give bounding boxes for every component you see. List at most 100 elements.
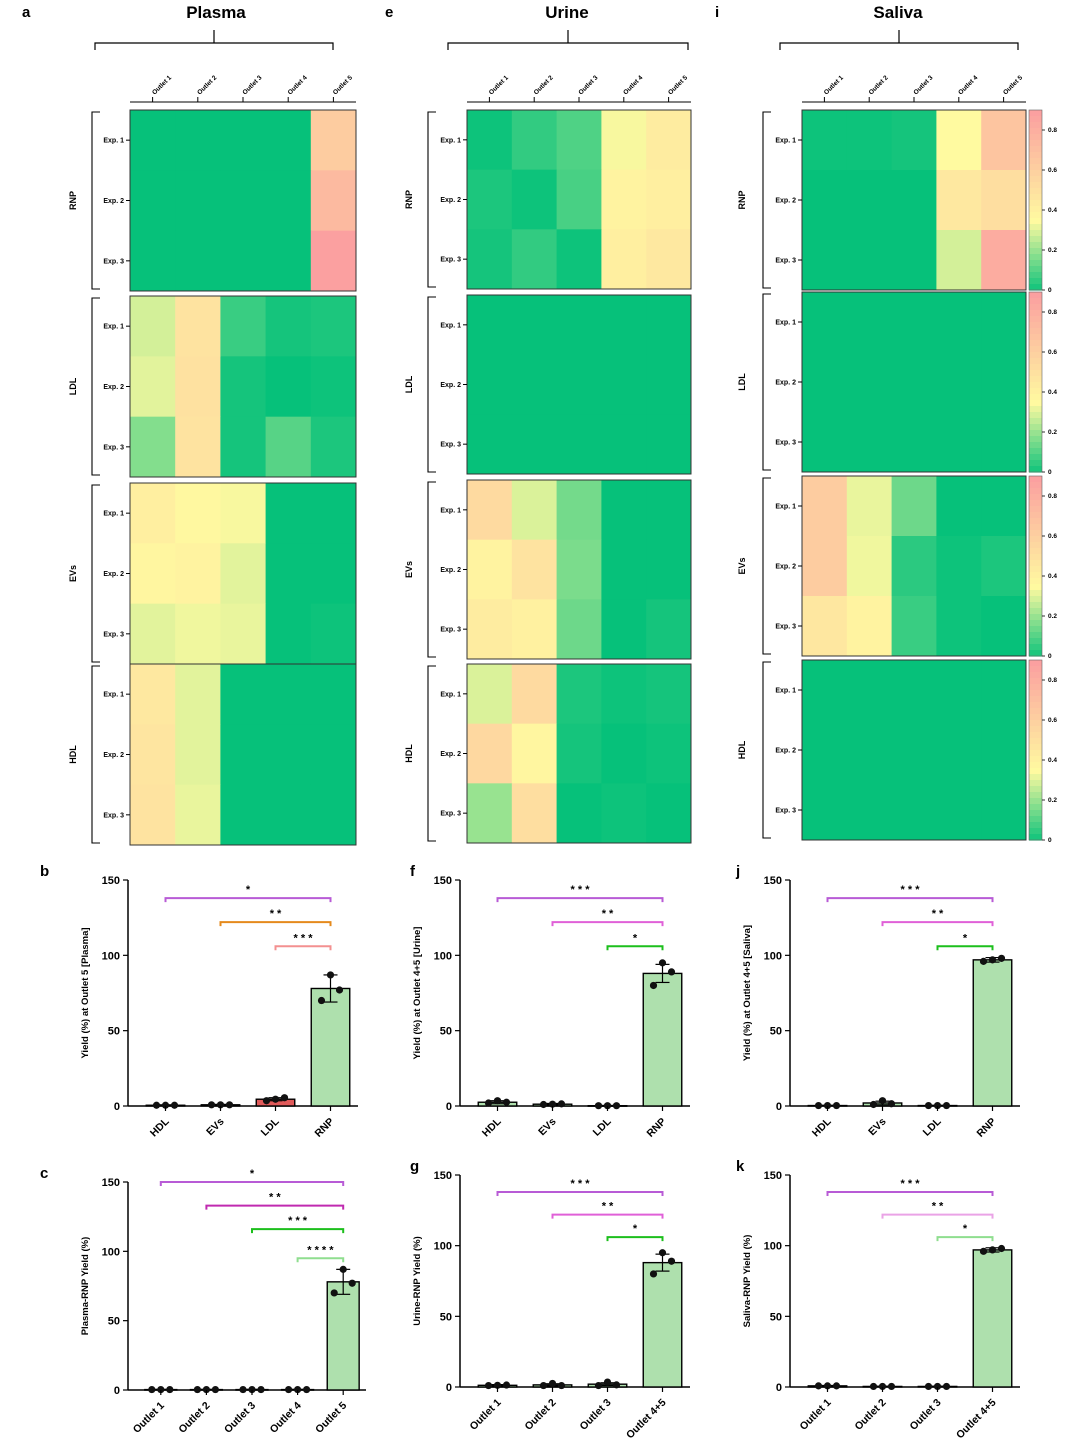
significance-bracket: [936, 945, 994, 951]
title-bracket: [94, 30, 334, 50]
group-bracket: [762, 111, 771, 289]
colorbar-tick-label: 0.4: [1048, 389, 1057, 396]
colorbar-tick-label: 0.8: [1048, 127, 1057, 134]
colorbar-segment: [1029, 626, 1042, 633]
colorbar-segment: [1029, 466, 1042, 473]
colorbar-tick-label: 0.6: [1048, 167, 1057, 174]
heatmap-cell: [802, 660, 848, 721]
colorbar-segment: [1029, 382, 1042, 389]
significance-bracket: [251, 1228, 345, 1234]
colorbar-frame: [1028, 659, 1043, 841]
heatmap-cell: [846, 292, 893, 353]
colorbar-segment: [1029, 720, 1042, 727]
data-point: [280, 1094, 289, 1102]
colorbar-tick-label: 0.4: [1048, 207, 1057, 214]
y-axis-label: Plasma-RNP Yield (%): [80, 1237, 91, 1336]
heatmap-cell: [265, 170, 312, 232]
group-bracket: [91, 297, 100, 476]
data-point: [294, 1385, 302, 1394]
colorbar-segment: [1029, 406, 1042, 413]
y-tick-label: 50: [770, 1026, 782, 1038]
data-point: [942, 1101, 951, 1110]
data-point: [548, 1379, 557, 1388]
heatmap-cell: [511, 295, 558, 356]
colorbar-segment: [1029, 536, 1042, 543]
heatmap-cell: [467, 110, 513, 171]
colorbar-segment: [1029, 128, 1042, 135]
colorbar-tick-label: 0: [1048, 653, 1052, 660]
data-point: [207, 1101, 216, 1109]
colorbar-segment: [1029, 608, 1042, 615]
y-tick-label: 50: [108, 1026, 120, 1038]
data-point: [211, 1385, 219, 1394]
colorbar-segment: [1029, 218, 1042, 225]
data-point: [225, 1101, 234, 1109]
significance-stars: *: [963, 1223, 968, 1235]
significance-bracket: [881, 921, 994, 927]
heatmap-evs: Exp. 1 Exp. 2 Exp. 3 EVs: [404, 479, 692, 660]
heatmap-cell: [802, 412, 848, 473]
heatmap-cell: [175, 784, 221, 846]
colorbar-segment: [1029, 158, 1042, 165]
heatmap-cell: [891, 660, 937, 721]
significance-bracket: [826, 897, 994, 903]
heatmap-cell: [646, 295, 692, 356]
heatmap-cell: [601, 414, 647, 475]
bar: [326, 1281, 360, 1391]
group-label: HDL: [404, 744, 414, 763]
panel-letter: c: [40, 1165, 48, 1182]
heatmap-cell: [467, 295, 513, 356]
heatmap-cell: [511, 414, 558, 475]
y-axis-label: Yield (%) at Outlet 5 [Plasma]: [80, 927, 91, 1058]
row-label: Exp. 1: [103, 324, 124, 331]
row-label: Exp. 1: [440, 137, 461, 144]
outlet-tick-label: Outlet 2: [533, 74, 555, 96]
heatmap-cell: [511, 110, 558, 171]
x-tick-label: Outlet 3: [907, 1397, 943, 1433]
heatmap-cell: [891, 230, 937, 291]
significance-stars: * * *: [571, 1178, 591, 1190]
colorbar-segment: [1029, 182, 1042, 189]
colorbar-tick-label: 0.6: [1048, 349, 1057, 356]
row-label: Exp. 3: [440, 442, 461, 449]
colorbar-segment: [1029, 400, 1042, 407]
heatmap-cell: [646, 354, 692, 415]
outlet-tick-label: Outlet 1: [823, 74, 845, 96]
data-point: [216, 1101, 225, 1109]
colorbar-segment: [1029, 284, 1042, 291]
outlet-tick-label: Outlet 2: [868, 74, 890, 96]
heatmap-cell: [556, 110, 602, 171]
heatmap-cell: [130, 784, 176, 846]
heatmap-cell: [220, 230, 267, 292]
heatmap-cell: [511, 480, 558, 541]
data-point: [502, 1098, 511, 1106]
row-label: Exp. 2: [775, 564, 796, 571]
heatmap-cell: [310, 356, 357, 418]
x-tick-label: HDL: [810, 1115, 834, 1139]
data-point: [157, 1385, 165, 1394]
group-bracket: [91, 665, 100, 844]
colorbar-segment: [1029, 164, 1042, 171]
group-label: RNP: [68, 191, 78, 210]
data-point: [193, 1385, 201, 1394]
heatmap-cell: [556, 539, 602, 600]
heatmap-cell: [220, 543, 267, 605]
heatmap-cell: [601, 664, 647, 725]
data-point: [667, 968, 676, 976]
data-point: [887, 1382, 896, 1391]
data-point: [330, 1289, 338, 1297]
colorbar-segment: [1029, 134, 1042, 141]
heatmap-cell: [310, 296, 357, 357]
heatmap-cell: [846, 780, 893, 841]
heatmap-cell: [310, 784, 357, 846]
colorbar-tick-label: 0: [1048, 287, 1052, 294]
significance-bracket: [159, 1181, 345, 1186]
heatmap-cell: [936, 412, 982, 473]
heatmap-cell: [310, 230, 357, 292]
heatmap-cell: [556, 169, 602, 230]
outlet-tick-label: Outlet 1: [151, 74, 173, 96]
colorbar-segment: [1029, 660, 1042, 667]
data-point: [942, 1382, 951, 1391]
colorbar-segment: [1029, 696, 1042, 703]
significance-stars: * * * *: [307, 1244, 334, 1256]
